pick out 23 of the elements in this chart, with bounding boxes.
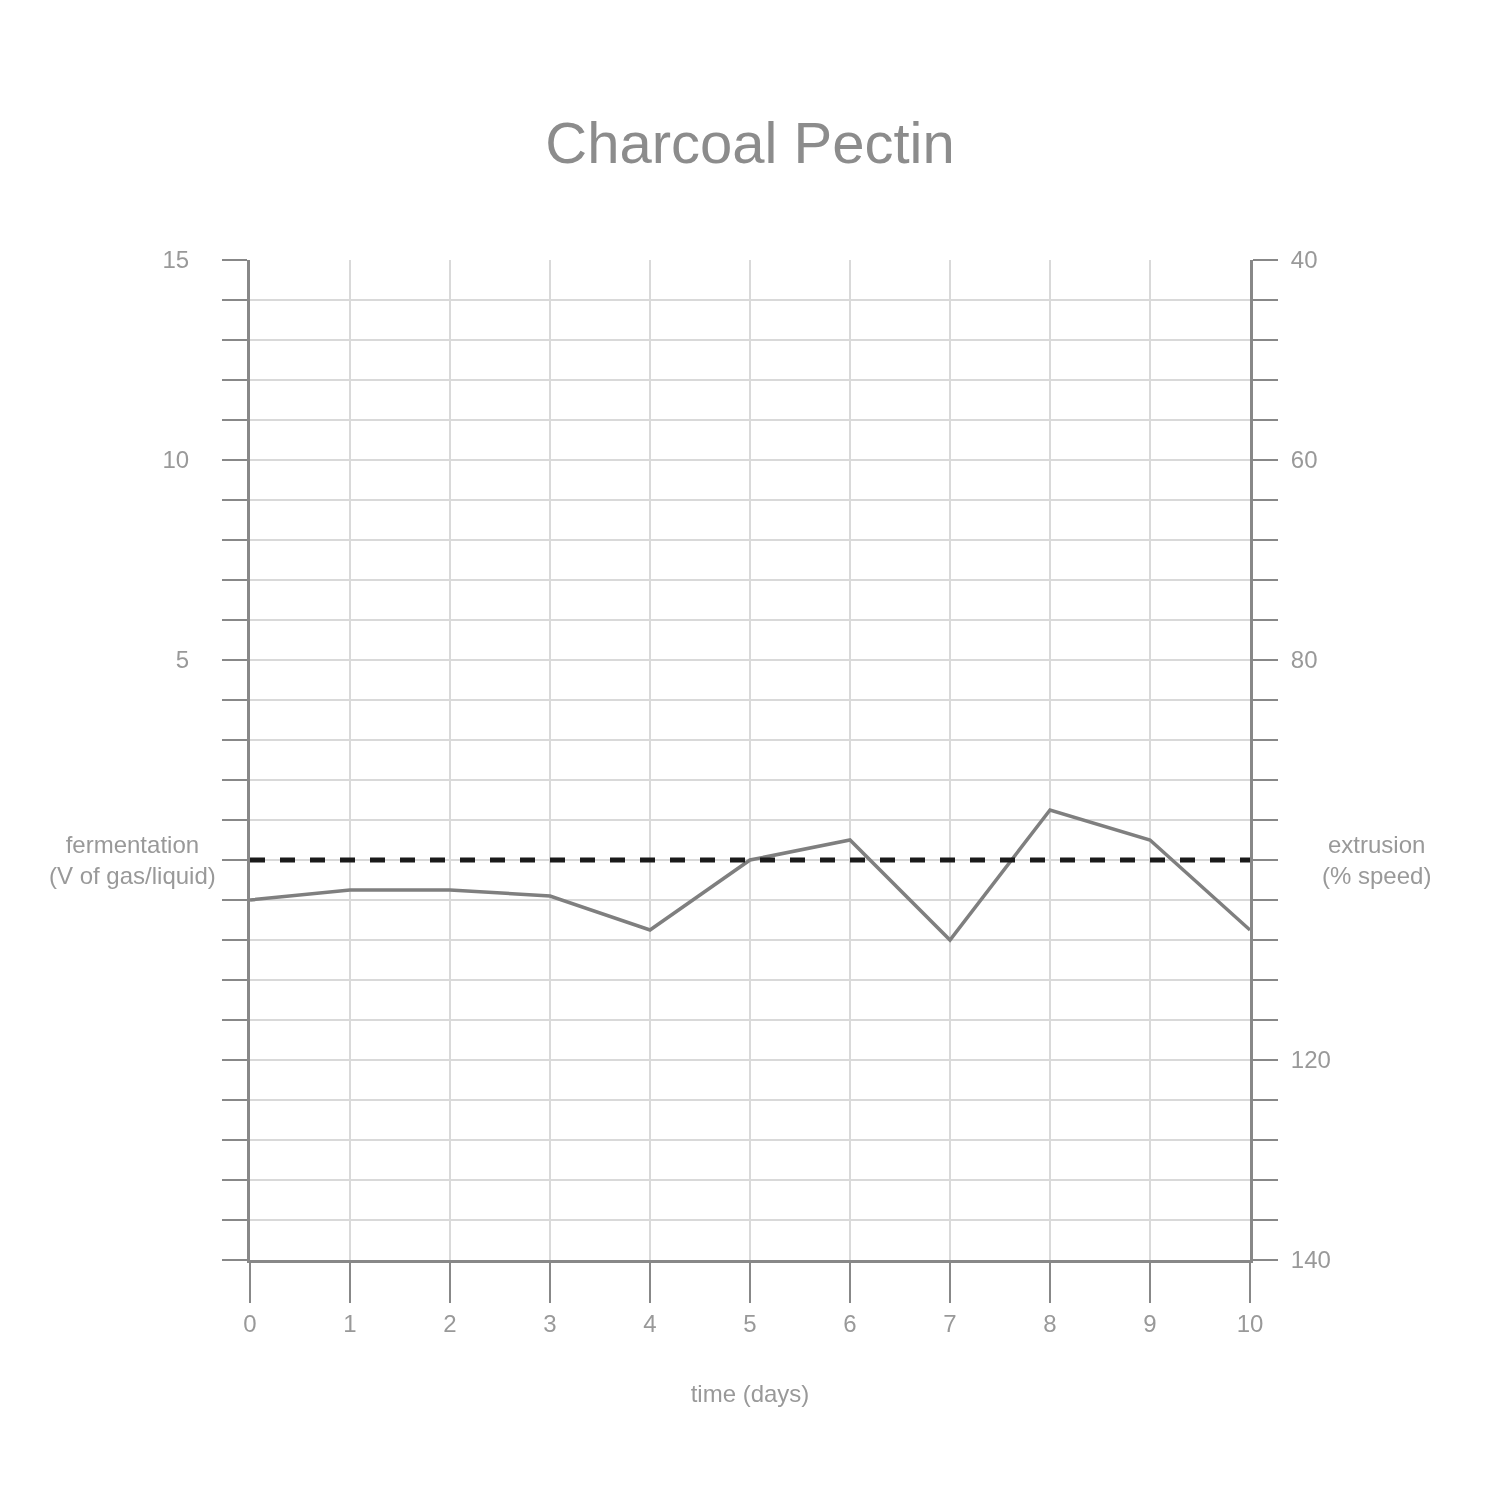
y-axis-title: fermentation (V of gas/liquid) — [49, 831, 216, 890]
y2-tick-label: 80 — [1290, 646, 1318, 674]
x-tick-label: 3 — [543, 1309, 557, 1337]
y-tick-label: 10 — [162, 446, 190, 474]
x-tick-label: 9 — [1143, 1309, 1157, 1337]
y-tick-label: 5 — [175, 646, 190, 674]
x-tick-label: 2 — [443, 1309, 457, 1337]
x-tick-label: 7 — [943, 1309, 957, 1337]
x-axis-title: time (days) — [690, 1380, 810, 1408]
x-tick-label: 5 — [743, 1309, 757, 1337]
x-tick-label: 0 — [243, 1309, 257, 1337]
x-tick-label: 6 — [843, 1309, 857, 1337]
y2-tick-label: 60 — [1290, 446, 1318, 474]
y2-tick-label: 40 — [1290, 246, 1318, 274]
x-tick-label: 10 — [1236, 1309, 1264, 1337]
x-tick-label: 8 — [1043, 1309, 1057, 1337]
chart-title: Charcoal Pectin — [545, 109, 955, 175]
x-tick-label: 1 — [343, 1309, 357, 1337]
y-tick-label: 15 — [162, 246, 190, 274]
y2-tick-label: 120 — [1290, 1046, 1331, 1074]
x-tick-label: 4 — [643, 1309, 657, 1337]
y2-axis-title: extrusion (% speed) — [1322, 831, 1432, 890]
y2-tick-label: 140 — [1290, 1246, 1331, 1274]
